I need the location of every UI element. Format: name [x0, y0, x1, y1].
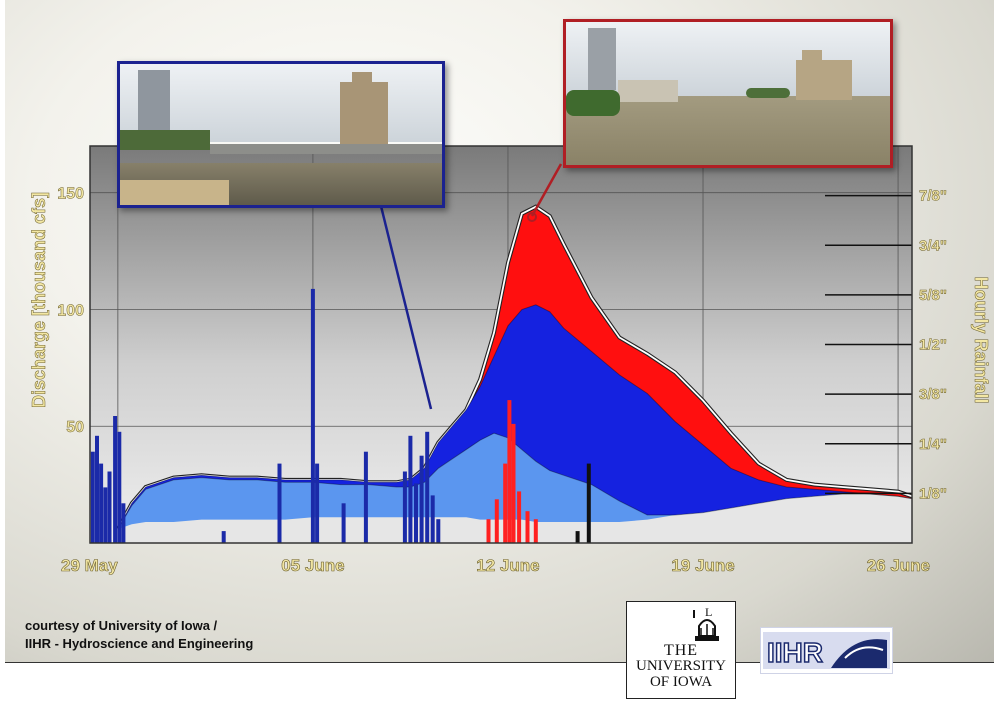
rain-bar-23 — [503, 463, 508, 543]
right-photo-connector — [530, 163, 563, 217]
rain-bar-3 — [103, 487, 108, 543]
x-tick-label-2: 12 June — [476, 556, 539, 575]
rain-bar-12 — [341, 503, 346, 543]
logo-line-of-iowa: OF IOWA — [649, 674, 713, 690]
rain-bar-14 — [402, 471, 407, 543]
iihr-text: IIHR — [767, 637, 823, 668]
y2-axis-label: Hourly Rainfall — [971, 276, 991, 403]
rain-bar-21 — [486, 519, 491, 543]
iihr-logo[interactable]: IIHR — [760, 627, 893, 674]
left-photo-connector — [378, 201, 433, 410]
capitol-dome-icon: L — [693, 605, 719, 641]
rain-bar-30 — [575, 531, 580, 543]
credit-line-2: IIHR - Hydroscience and Engineering — [25, 636, 254, 651]
x-axis-tick-labels: 29 May 05 June 12 June 19 June 26 June — [61, 556, 931, 576]
rain-bar-28 — [533, 519, 538, 543]
y2-tick-label-6: 7/8" — [919, 188, 947, 205]
logo-line-university: UNIVERSITY — [636, 658, 726, 674]
rain-bar-20 — [436, 519, 441, 543]
right-axis-ticks: 1/8" 1/4" 3/8" 1/2" 5/8" 3/4" 7/8" — [825, 187, 947, 503]
iihr-wave-icon: IIHR — [763, 632, 890, 669]
rain-bar-5 — [113, 416, 118, 543]
x-tick-label-1: 05 June — [281, 556, 344, 575]
rain-bar-13 — [363, 451, 368, 543]
y2-tick-label-3: 1/2" — [919, 337, 947, 354]
x-tick-label-4: 26 June — [867, 556, 930, 575]
rain-bar-8 — [221, 531, 226, 543]
rain-bar-15 — [408, 435, 413, 543]
rain-bar-6 — [117, 431, 122, 543]
university-of-iowa-logo[interactable]: L THE UNIVERSITY OF IOWA — [626, 601, 736, 699]
rain-bar-26 — [517, 491, 522, 543]
y-tick-label-2: 150 — [57, 186, 84, 203]
rainfall-bars — [90, 288, 591, 543]
x-tick-label-3: 19 June — [671, 556, 734, 575]
y-tick-label-0: 50 — [66, 419, 84, 436]
y2-tick-label-5: 3/4" — [919, 237, 947, 254]
total-line — [117, 205, 912, 530]
left-axis-tick-labels: 50 100 150 — [57, 185, 84, 436]
credit-line-1: courtesy of University of Iowa / — [25, 618, 218, 633]
series-edge-2 — [117, 432, 912, 530]
rain-bar-18 — [425, 431, 430, 543]
y-tick-label-1: 100 — [57, 302, 84, 319]
discharge-chart: 1/8" 1/4" 3/8" 1/2" 5/8" 3/4" 7/8" 50 100 150 29… — [29, 145, 991, 576]
rain-bar-19 — [430, 495, 435, 543]
y2-tick-label-0: 1/8" — [919, 485, 947, 502]
rain-bar-29 — [586, 463, 591, 543]
rain-bar-27 — [525, 511, 530, 543]
flooded-river-photo — [563, 19, 893, 168]
rain-bar-7 — [121, 503, 126, 543]
credit-text: courtesy of University of Iowa / IIHR - … — [25, 617, 253, 653]
plot-frame — [89, 145, 913, 544]
rain-bar-9 — [277, 463, 282, 543]
y2-tick-label-1: 1/4" — [919, 436, 947, 453]
rain-bar-0 — [90, 451, 95, 543]
rain-bar-17 — [419, 455, 424, 543]
y2-tick-label-2: 3/8" — [919, 386, 947, 403]
logo-line-the: THE — [663, 642, 699, 659]
rain-bar-11 — [315, 463, 320, 543]
rain-bar-1 — [95, 435, 99, 543]
x-tick-label-0: 29 May — [61, 556, 118, 575]
rain-bar-10 — [310, 288, 315, 543]
y-axis-label: Discharge [thousand cfs] — [29, 192, 49, 408]
svg-text:L: L — [705, 605, 712, 619]
rain-bar-2 — [99, 463, 104, 543]
normal-river-photo — [117, 61, 445, 208]
rain-bar-24 — [507, 400, 512, 543]
peak-marker — [527, 212, 537, 222]
rain-bar-22 — [494, 499, 499, 543]
rain-bar-16 — [414, 483, 418, 543]
y2-tick-label-4: 5/8" — [919, 287, 947, 304]
rain-bar-4 — [107, 471, 112, 543]
figure-panel: 1/8" 1/4" 3/8" 1/2" 5/8" 3/4" 7/8" 50 100 150 29… — [5, 0, 994, 663]
rain-bar-25 — [511, 423, 516, 543]
series-edge-1 — [117, 304, 912, 530]
